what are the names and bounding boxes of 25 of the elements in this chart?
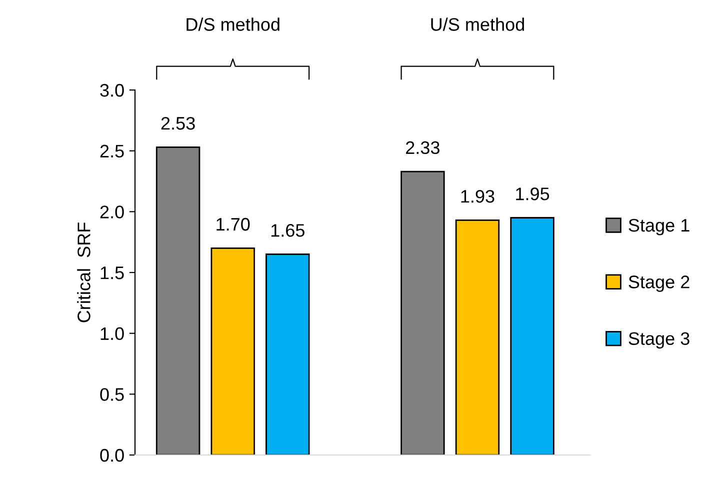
bar	[156, 146, 200, 455]
x-tick-label: D/S method	[186, 18, 280, 31]
text: 1.95	[516, 188, 550, 200]
bar	[455, 219, 500, 455]
text: 1.70	[216, 218, 250, 231]
y-tick-label: 1.0	[100, 327, 124, 340]
text: 1.93	[461, 190, 494, 203]
text: 2.33	[406, 141, 440, 154]
legend-label: Stage 1	[628, 218, 690, 236]
x-tick-label: U/S method	[431, 18, 524, 31]
legend-label: Stage 2	[628, 276, 690, 292]
y-tick-label: 0.0	[100, 448, 124, 462]
bar	[400, 170, 445, 455]
text: 2.53	[161, 116, 195, 130]
text: 1.65	[271, 224, 304, 237]
legend-label: Stage 3	[628, 332, 690, 349]
y-tick-label: 2.5	[100, 144, 124, 158]
y-tick-label: 0.5	[100, 388, 124, 401]
y-axis-title: Critical SRF	[77, 222, 90, 322]
bar	[210, 247, 255, 455]
y-tick-label: 3.0	[100, 84, 124, 97]
bar	[510, 217, 554, 455]
y-tick-label: 1.5	[100, 266, 124, 280]
bar	[266, 254, 310, 455]
y-tick-label: 2.0	[100, 206, 124, 218]
